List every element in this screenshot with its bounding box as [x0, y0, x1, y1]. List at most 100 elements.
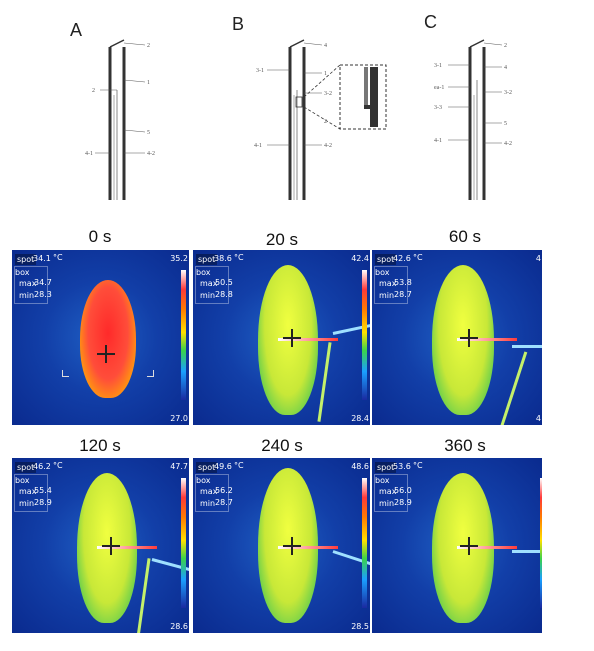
- min-value: 28.9: [34, 498, 52, 507]
- scale-min: 28.6: [170, 622, 188, 631]
- spot-label: spot: [375, 254, 397, 265]
- probe-hot: [457, 338, 517, 341]
- crosshair: [460, 537, 478, 555]
- max-value: 55.4: [34, 486, 52, 495]
- label: 4: [324, 43, 327, 49]
- stats-frame: [374, 474, 408, 512]
- unit-label: °C: [53, 461, 63, 470]
- max-value: 50.5: [215, 278, 233, 287]
- spot-label: spot: [375, 462, 397, 473]
- label: 2: [324, 119, 327, 125]
- label: 3-1: [256, 68, 264, 74]
- min-label: min: [200, 499, 216, 508]
- scale-min: 28.4: [351, 414, 369, 423]
- unit-label: °C: [234, 253, 244, 262]
- thermal-image-5: spot 53.6 °C box max 56.0 min 28.9: [372, 458, 542, 633]
- label: 4-1: [254, 143, 262, 149]
- box-corner: [147, 370, 154, 377]
- label: 2: [147, 43, 150, 49]
- max-value: 34.7: [34, 278, 52, 287]
- label: 4-2: [504, 141, 512, 147]
- color-scale-bar: [181, 270, 186, 400]
- label: 4-1: [434, 138, 442, 144]
- label: 2: [504, 43, 507, 49]
- crosshair: [102, 537, 120, 555]
- time-label-1: 20 s: [265, 230, 299, 249]
- label: 4-2: [324, 143, 332, 149]
- scale-max: 4: [535, 254, 541, 263]
- unit-label: °C: [53, 253, 63, 262]
- thermal-image-2: spot 42.6 °C box max 53.8 min 28.7 4 4: [372, 250, 542, 425]
- scale-min: 27.0: [170, 414, 188, 423]
- max-value: 56.2: [215, 486, 233, 495]
- probe-hot: [457, 546, 517, 549]
- crosshair: [283, 329, 301, 347]
- thermal-image-0: spot 34.1 °C box max 34.7 min 28.3 35.2 …: [12, 250, 189, 425]
- color-scale-bar: [540, 478, 542, 608]
- time-label-2: 60 s: [448, 227, 482, 246]
- schematic-b: 4 3-1 1 3-2 2 4-1 4-2: [254, 39, 387, 200]
- min-label: min: [19, 499, 35, 508]
- color-scale-bar: [181, 478, 186, 608]
- time-label-0: 0 s: [88, 227, 112, 246]
- label: 4-2: [147, 151, 155, 157]
- wire: [136, 558, 151, 633]
- max-label: max: [200, 279, 218, 288]
- min-value: 28.7: [215, 498, 233, 507]
- spot-value: 34.1: [33, 254, 51, 263]
- label: ea-1: [434, 85, 444, 91]
- spot-value: 46.2: [33, 462, 51, 471]
- scale-max: 48.6: [351, 462, 369, 471]
- spot-label: spot: [196, 254, 218, 265]
- min-value: 28.7: [394, 290, 412, 299]
- max-label: max: [19, 279, 37, 288]
- label: 1: [324, 71, 327, 77]
- scale-max: 42.4: [351, 254, 369, 263]
- panel-letter-a: A: [70, 20, 83, 40]
- probe-lead: [512, 345, 542, 348]
- max-label: max: [200, 487, 218, 496]
- box-label: box: [196, 476, 211, 485]
- animal-body: [80, 280, 136, 398]
- thermal-image-4: spot 49.6 °C box max 56.2 min 28.7 48.6 …: [193, 458, 370, 633]
- stats-frame: [195, 266, 229, 304]
- box-label: box: [15, 268, 30, 277]
- panel-letter-b: B: [232, 14, 245, 34]
- time-label-3: 120 s: [79, 436, 121, 455]
- label: 4: [504, 65, 507, 71]
- box-label: box: [196, 268, 211, 277]
- schematic-a: 2 2 1 5 4-1 4-2: [85, 39, 155, 200]
- max-label: max: [379, 487, 397, 496]
- min-value: 28.8: [215, 290, 233, 299]
- scale-max: 47.7: [170, 462, 188, 471]
- stats-frame: [374, 266, 408, 304]
- probe-hot: [278, 546, 338, 549]
- spot-value: 42.6: [393, 254, 411, 263]
- box-label: box: [15, 476, 30, 485]
- unit-label: °C: [234, 461, 244, 470]
- color-scale-bar: [362, 270, 367, 400]
- crosshair: [460, 329, 478, 347]
- unit-label: °C: [413, 461, 423, 470]
- probe-hot: [97, 546, 157, 549]
- label: 3-3: [434, 105, 442, 111]
- spot-label: spot: [15, 462, 37, 473]
- time-label-4: 240 s: [261, 436, 303, 455]
- thermal-image-3: spot 46.2 °C box max 55.4 min 28.9 47.7 …: [12, 458, 189, 633]
- label: 5: [504, 121, 507, 127]
- schematic-c: 2 3-1 ea-1 3-2 3-3 4 5 4-1 4-2: [434, 39, 512, 200]
- box-corner: [62, 370, 69, 377]
- panel-letter-c: C: [424, 12, 437, 32]
- spot-value: 49.6: [214, 462, 232, 471]
- spot-label: spot: [196, 462, 218, 473]
- wire: [499, 351, 528, 425]
- unit-label: °C: [413, 253, 423, 262]
- stats-frame: [14, 474, 48, 512]
- spot-label: spot: [15, 254, 37, 265]
- box-label: box: [375, 268, 390, 277]
- color-scale-bar: [362, 478, 367, 608]
- spot-value: 53.6: [393, 462, 411, 471]
- min-label: min: [19, 291, 35, 300]
- label: 1: [147, 80, 150, 86]
- scale-max: 35.2: [170, 254, 188, 263]
